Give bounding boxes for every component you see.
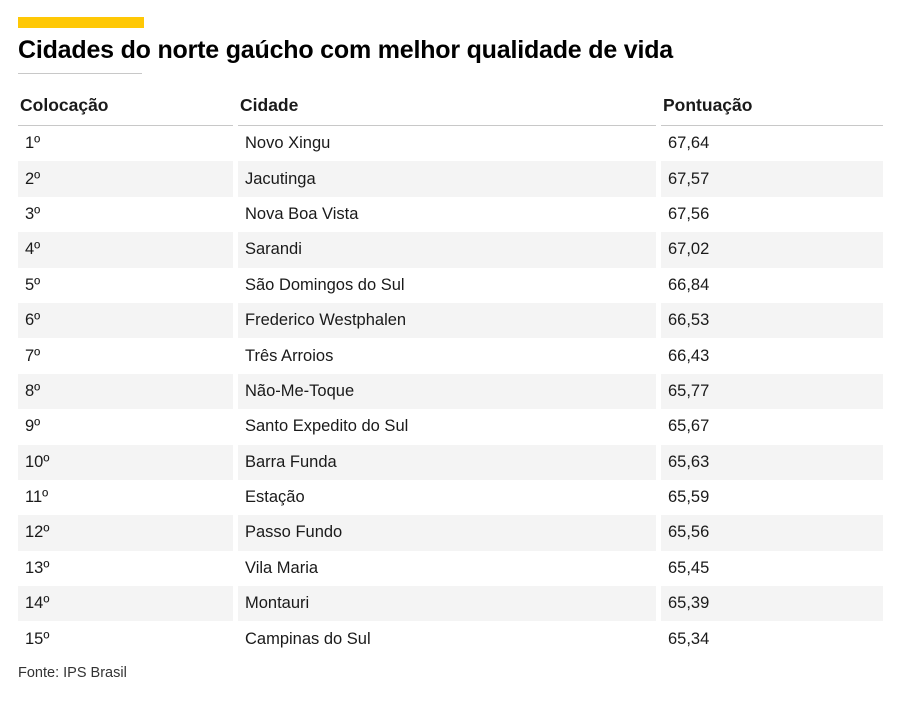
- score-cell: 65,63: [661, 444, 883, 480]
- rank-cell: 4º: [18, 232, 233, 268]
- city-cell: Frederico Westphalen: [238, 302, 656, 339]
- score-cell: 65,59: [668, 488, 710, 507]
- rank-cell: 5º: [25, 275, 41, 294]
- table-row: 13º Vila Maria 65,45: [18, 551, 883, 586]
- table-row: 6º Frederico Westphalen 66,53: [18, 302, 883, 339]
- score-cell: 67,64: [668, 134, 710, 153]
- city-cell: Nova Boa Vista: [245, 204, 359, 223]
- title-underline-rule: [18, 73, 142, 74]
- city-cell: Santo Expedito do Sul: [245, 417, 409, 436]
- column-header-rank: Colocação: [18, 87, 233, 126]
- score-cell: 66,84: [668, 275, 710, 294]
- rank-cell: 1º: [25, 134, 41, 153]
- table-row: 11º Estação 65,59: [18, 480, 883, 515]
- rank-cell: 7º: [25, 346, 41, 365]
- ranking-table: Colocação Cidade Pontuação 1º Novo Xingu…: [18, 87, 883, 657]
- score-cell: 65,39: [661, 586, 883, 622]
- rank-cell: 11º: [25, 488, 49, 507]
- city-cell: Vila Maria: [245, 558, 319, 577]
- page-title: Cidades do norte gaúcho com melhor quali…: [18, 36, 673, 64]
- table-row: 1º Novo Xingu 67,64: [18, 126, 883, 161]
- rank-cell: 12º: [18, 515, 233, 551]
- table-row: 4º Sarandi 67,02: [18, 232, 883, 268]
- city-cell: Jacutinga: [238, 161, 656, 197]
- source-note: Fonte: IPS Brasil: [18, 664, 127, 681]
- rank-cell: 10º: [18, 444, 233, 480]
- column-header-score: Pontuação: [661, 87, 883, 126]
- city-cell: Não-Me-Toque: [238, 373, 656, 410]
- city-cell: São Domingos do Sul: [245, 275, 405, 294]
- score-cell: 65,67: [668, 417, 710, 436]
- city-cell: Campinas do Sul: [245, 629, 371, 648]
- table-row: 15º Campinas do Sul 65,34: [18, 621, 883, 656]
- rank-cell: 3º: [25, 204, 41, 223]
- rank-cell: 6º: [18, 302, 233, 339]
- rank-cell: 14º: [18, 586, 233, 622]
- rank-cell: 15º: [25, 629, 50, 648]
- column-header-city: Cidade: [238, 87, 656, 126]
- table-row: 7º Três Arroios 66,43: [18, 338, 883, 373]
- table-row: 12º Passo Fundo 65,56: [18, 515, 883, 551]
- table-body: 1º Novo Xingu 67,64 2º Jacutinga 67,57 3…: [18, 126, 883, 657]
- table-row: 9º Santo Expedito do Sul 65,67: [18, 409, 883, 444]
- table-row: 14º Montauri 65,39: [18, 586, 883, 622]
- city-cell: Passo Fundo: [238, 515, 656, 551]
- city-cell: Estação: [245, 488, 305, 507]
- score-cell: 65,77: [661, 373, 883, 410]
- city-cell: Barra Funda: [238, 444, 656, 480]
- infographic-container: Cidades do norte gaúcho com melhor quali…: [18, 17, 883, 681]
- score-cell: 66,53: [661, 302, 883, 339]
- table-row: 3º Nova Boa Vista 67,56: [18, 197, 883, 232]
- accent-bar: [18, 17, 144, 28]
- score-cell: 67,57: [661, 161, 883, 197]
- score-cell: 67,02: [661, 232, 883, 268]
- table-row: 8º Não-Me-Toque 65,77: [18, 373, 883, 410]
- city-cell: Três Arroios: [245, 346, 334, 365]
- rank-cell: 9º: [25, 417, 41, 436]
- city-cell: Montauri: [238, 586, 656, 622]
- table-row: 10º Barra Funda 65,63: [18, 444, 883, 480]
- table-header-row: Colocação Cidade Pontuação: [18, 87, 883, 126]
- score-cell: 65,34: [668, 629, 710, 648]
- rank-cell: 8º: [18, 373, 233, 410]
- score-cell: 67,56: [668, 204, 710, 223]
- city-cell: Sarandi: [238, 232, 656, 268]
- score-cell: 66,43: [668, 346, 710, 365]
- score-cell: 65,45: [668, 558, 710, 577]
- rank-cell: 2º: [18, 161, 233, 197]
- table-row: 2º Jacutinga 67,57: [18, 161, 883, 197]
- rank-cell: 13º: [25, 558, 50, 577]
- city-cell: Novo Xingu: [245, 134, 331, 153]
- table-row: 5º São Domingos do Sul 66,84: [18, 268, 883, 303]
- score-cell: 65,56: [661, 515, 883, 551]
